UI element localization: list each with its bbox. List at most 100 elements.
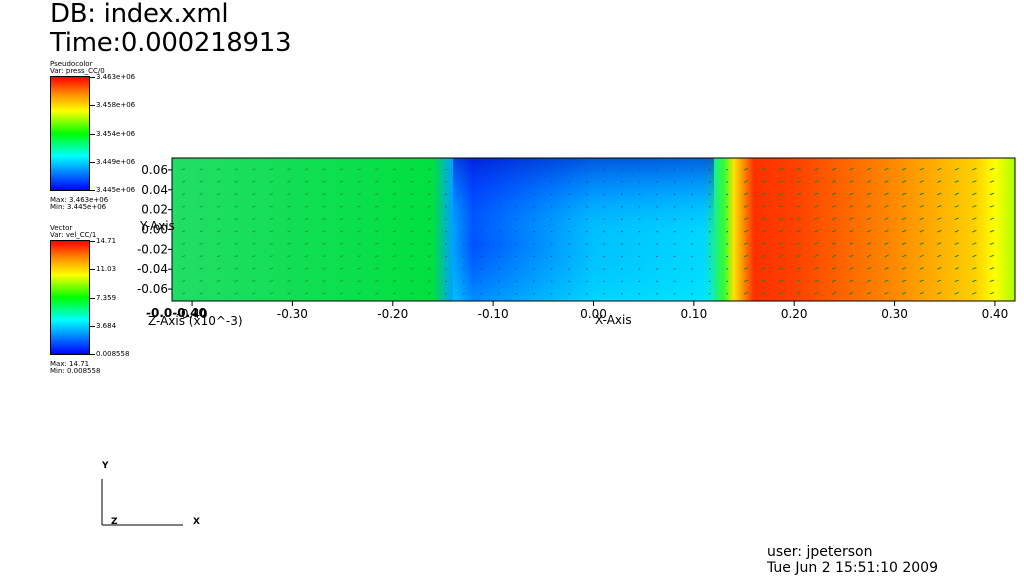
velocity-arrow (410, 292, 414, 295)
velocity-arrow (831, 167, 837, 171)
velocity-arrow (287, 230, 291, 233)
velocity-arrow (515, 243, 518, 245)
pseudocolor-legend-var: Var: press_CC/0 (50, 67, 105, 75)
velocity-arrow (849, 279, 854, 283)
velocity-arrow (884, 167, 889, 171)
velocity-arrow (375, 193, 379, 196)
pseudocolor-legend-tick-mark (90, 133, 95, 135)
velocity-arrow (322, 205, 326, 208)
velocity-arrow (339, 193, 344, 196)
velocity-arrow (989, 291, 995, 295)
velocity-arrow (884, 205, 889, 208)
y-tick-label: 0.06 (141, 163, 168, 177)
velocity-arrow (375, 217, 379, 221)
velocity-arrow (638, 280, 641, 283)
velocity-arrow (287, 217, 291, 221)
velocity-arrow (831, 192, 837, 196)
velocity-arrow (708, 280, 711, 283)
velocity-arrow (550, 243, 553, 245)
velocity-arrow (814, 279, 819, 283)
velocity-arrow (691, 193, 694, 196)
velocity-arrow (375, 180, 379, 183)
velocity-arrow (620, 292, 623, 295)
velocity-arrow (568, 218, 571, 221)
velocity-arrow (568, 280, 571, 283)
velocity-arrow (656, 243, 658, 245)
velocity-arrow (339, 242, 344, 245)
velocity-arrow (937, 267, 942, 270)
velocity-arrow (199, 242, 203, 245)
velocity-arrow (778, 192, 784, 196)
velocity-arrow (550, 168, 553, 171)
velocity-arrow (392, 230, 396, 233)
velocity-arrow (708, 193, 711, 196)
z-tick-overlap: -0.0-0.40 (146, 306, 207, 320)
velocity-arrow (761, 267, 766, 270)
velocity-arrow (849, 254, 854, 258)
velocity-arrow (199, 180, 203, 183)
velocity-arrow (392, 242, 396, 245)
y-axis-title: Y-Axis (140, 219, 175, 233)
velocity-arrow (269, 292, 274, 295)
velocity-arrow (831, 242, 837, 245)
velocity-arrow (287, 292, 291, 295)
velocity-arrow (480, 218, 483, 221)
velocity-arrow (901, 279, 907, 283)
velocity-arrow (234, 193, 238, 196)
velocity-arrow (585, 280, 588, 283)
velocity-arrow (989, 217, 995, 221)
velocity-arrow (884, 217, 889, 221)
vector-legend-tick-label: 11.03 (96, 265, 117, 274)
velocity-arrow (339, 168, 344, 171)
x-axis-title: X-Axis (595, 313, 632, 327)
velocity-arrow (375, 168, 379, 171)
velocity-arrow (216, 193, 221, 196)
velocity-arrow (761, 242, 766, 245)
velocity-arrow (708, 292, 711, 295)
velocity-arrow (234, 279, 238, 283)
velocity-arrow (410, 230, 414, 233)
velocity-arrow (497, 206, 500, 208)
db-title: DB: index.xml (50, 0, 229, 29)
velocity-arrow (550, 230, 553, 233)
velocity-arrow (427, 193, 432, 196)
velocity-arrow (533, 168, 535, 171)
velocity-arrow (796, 180, 801, 183)
velocity-arrow (375, 267, 379, 270)
velocity-arrow (937, 167, 942, 171)
velocity-arrow (497, 255, 500, 258)
velocity-arrow (304, 193, 309, 196)
velocity-arrow (831, 291, 837, 295)
velocity-arrow (181, 193, 186, 196)
velocity-arrow (216, 292, 221, 295)
velocity-arrow (638, 218, 641, 221)
velocity-arrow (269, 217, 274, 221)
velocity-arrow (339, 230, 344, 233)
velocity-arrow (216, 217, 221, 221)
velocity-arrow (638, 255, 641, 258)
velocity-arrow (603, 280, 606, 283)
pseudocolor-legend-tick-label: 3.445e+06 (96, 186, 136, 194)
date-label: Tue Jun 2 15:51:10 2009 (767, 560, 939, 576)
velocity-arrow (445, 168, 448, 171)
velocity-arrow (866, 205, 872, 208)
velocity-arrow (761, 192, 766, 196)
velocity-arrow (533, 268, 535, 270)
pseudocolor-legend-tick-label: 3.463e+06 (96, 73, 136, 81)
velocity-arrow (954, 291, 959, 295)
velocity-arrow (445, 206, 448, 208)
velocity-arrow (673, 243, 676, 245)
pseudocolor-legend-max: Max: 3.463e+06 (50, 196, 109, 204)
velocity-arrow (322, 230, 326, 233)
velocity-arrow (814, 242, 819, 245)
velocity-arrow (603, 206, 606, 208)
velocity-arrow (726, 292, 729, 295)
velocity-arrow (937, 229, 942, 233)
triad-y-label: Y (102, 461, 109, 471)
axis-triad (101, 479, 183, 526)
velocity-arrow (673, 206, 676, 208)
velocity-arrow (656, 193, 658, 196)
velocity-arrow (814, 192, 819, 196)
velocity-arrow (673, 168, 676, 171)
velocity-arrow (691, 243, 694, 245)
